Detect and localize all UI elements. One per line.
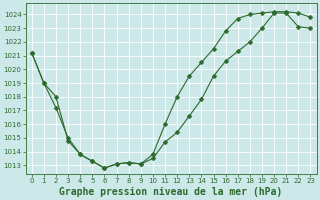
- X-axis label: Graphe pression niveau de la mer (hPa): Graphe pression niveau de la mer (hPa): [60, 186, 283, 197]
